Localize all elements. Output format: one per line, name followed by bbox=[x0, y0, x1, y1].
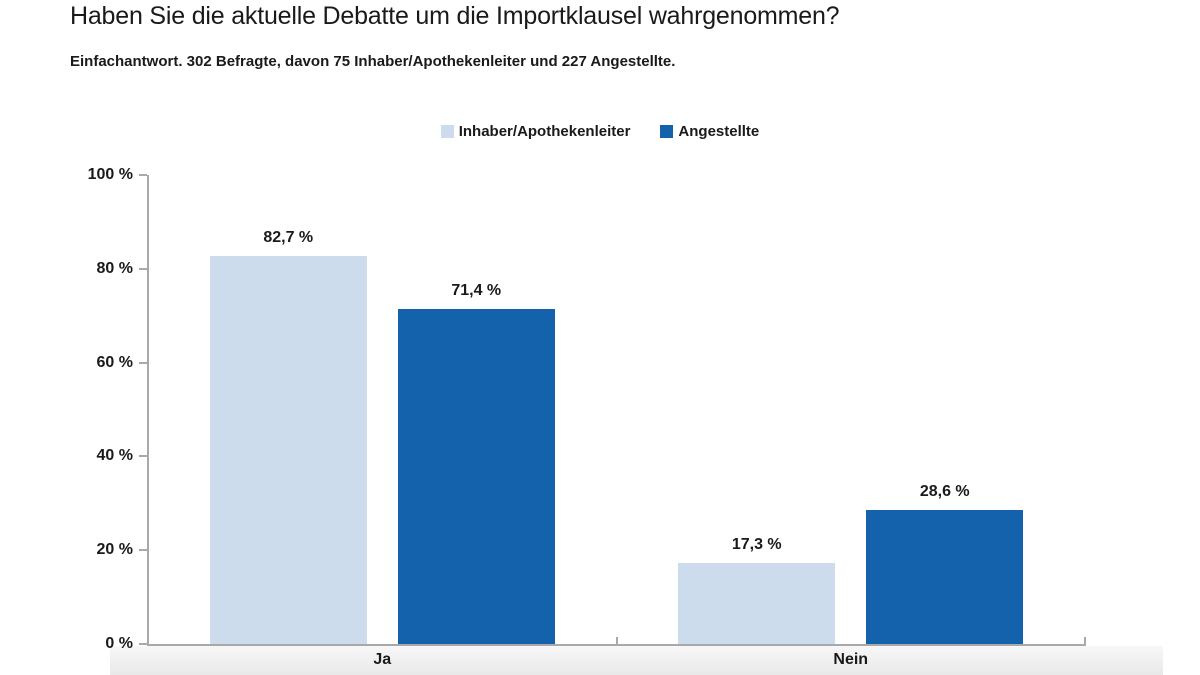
x-axis-line bbox=[147, 644, 1086, 646]
bar-angestellte-nein bbox=[866, 509, 1024, 644]
legend-item: Inhaber/Apothekenleiter bbox=[440, 122, 631, 140]
y-tick bbox=[139, 267, 147, 270]
legend-label: Inhaber/Apothekenleiter bbox=[458, 122, 631, 140]
legend-swatch-icon bbox=[660, 124, 674, 138]
chart-floor-gradient bbox=[110, 646, 1163, 675]
chart-title: Haben Sie die aktuelle Debatte um die Im… bbox=[70, 2, 840, 30]
y-axis-line bbox=[147, 175, 149, 646]
legend-label: Angestellte bbox=[678, 122, 760, 140]
bar-value-label: 28,6 % bbox=[919, 482, 970, 500]
y-tick bbox=[139, 455, 147, 458]
bar-inhaber-apothekenleiter-ja bbox=[209, 256, 367, 644]
legend: Inhaber/Apothekenleiter Angestellte bbox=[0, 122, 1200, 140]
chart-subtitle: Einfachantwort. 302 Befragte, davon 75 I… bbox=[70, 53, 676, 70]
y-tick-label: 60 % bbox=[96, 353, 133, 371]
y-tick-label: 40 % bbox=[96, 447, 133, 465]
legend-item: Angestellte bbox=[660, 123, 759, 140]
y-tick-label: 0 % bbox=[105, 635, 133, 652]
y-tick bbox=[139, 643, 147, 645]
y-tick bbox=[139, 361, 147, 364]
y-tick-label: 100 % bbox=[87, 166, 133, 183]
x-category-label: Ja bbox=[373, 651, 392, 668]
category-boundary-tick bbox=[1084, 637, 1086, 644]
y-tick-label: 80 % bbox=[96, 259, 133, 277]
bar-angestellte-ja bbox=[397, 309, 555, 644]
x-category-label: Nein bbox=[833, 651, 869, 668]
legend-swatch-icon bbox=[440, 124, 454, 138]
bar-value-label: 17,3 % bbox=[731, 535, 782, 553]
bar-inhaber-apothekenleiter-nein bbox=[678, 562, 836, 644]
category-boundary-tick bbox=[615, 637, 618, 644]
y-tick-label: 20 % bbox=[96, 541, 133, 559]
y-tick bbox=[139, 174, 147, 176]
bar-value-label: 71,4 % bbox=[451, 282, 502, 300]
bar-value-label: 82,7 % bbox=[263, 229, 314, 247]
y-tick bbox=[139, 549, 147, 552]
